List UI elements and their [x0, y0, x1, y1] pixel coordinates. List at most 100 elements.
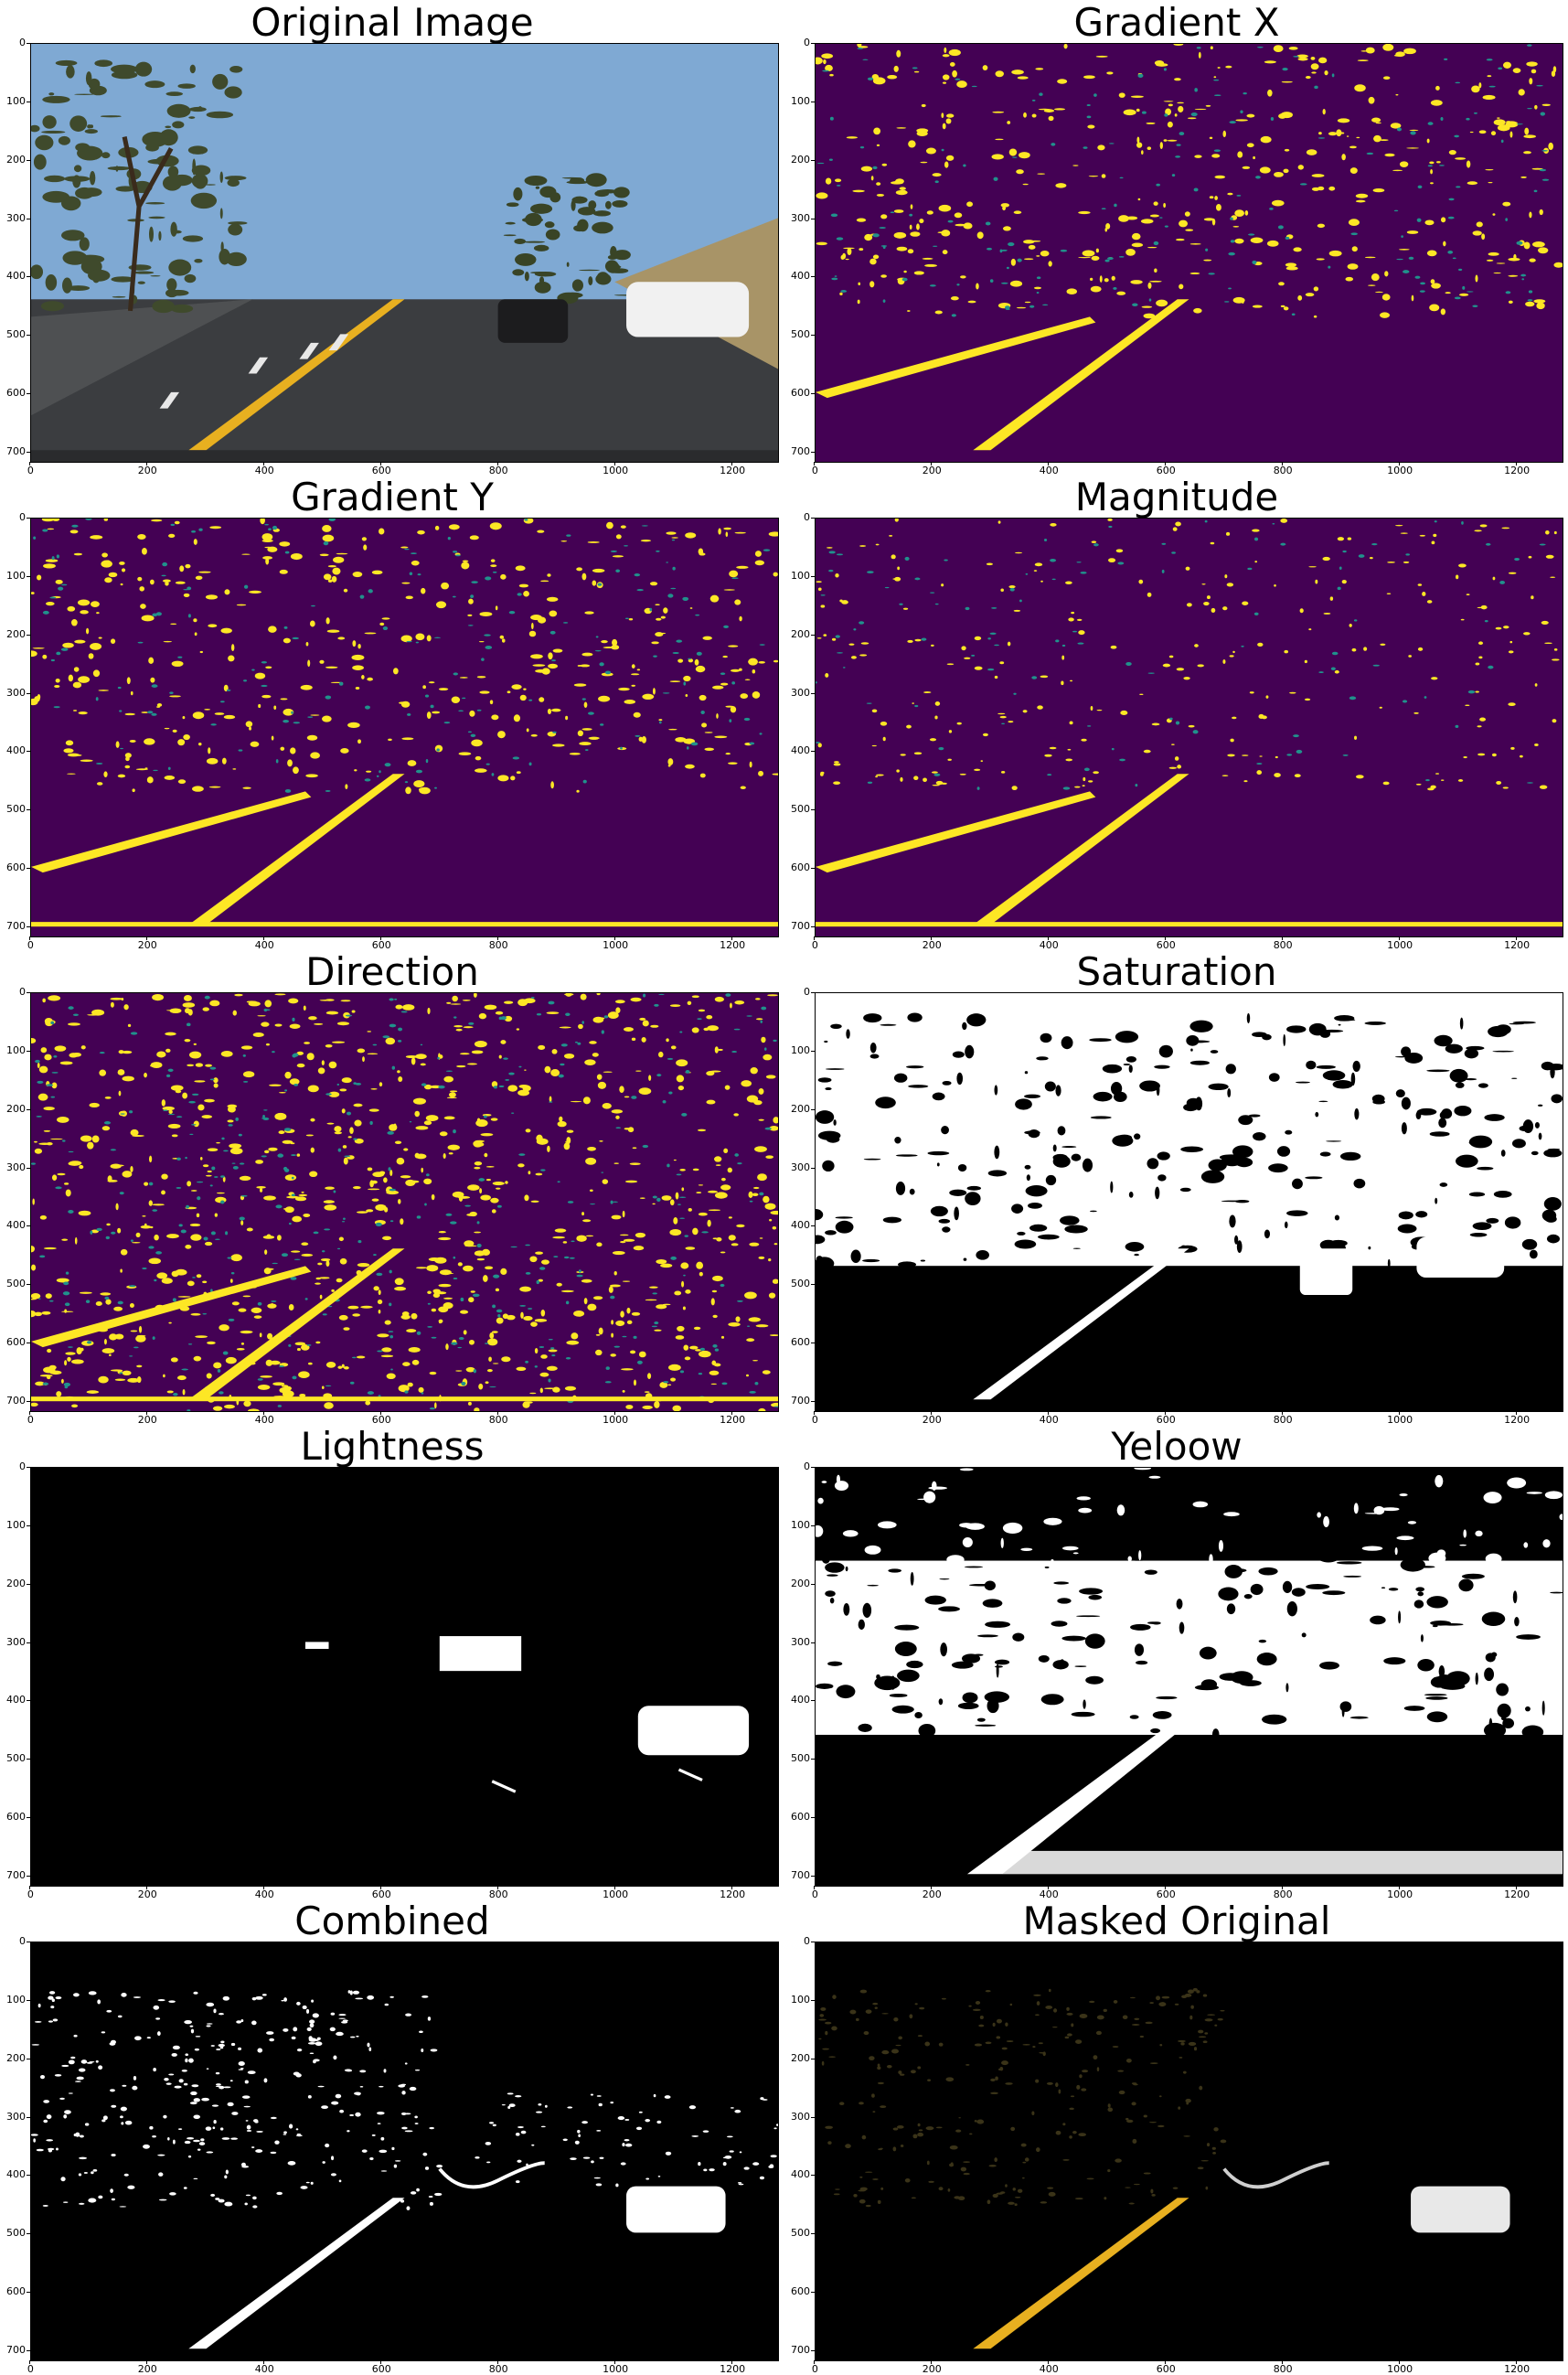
unsaturated-blob — [1179, 1187, 1191, 1193]
foliage-edge — [75, 2081, 81, 2082]
edge-pixel-mid — [147, 711, 154, 714]
edge-pixel-mid — [651, 1325, 657, 1328]
unsaturated-blob — [1546, 1234, 1561, 1244]
dim-foliage — [895, 2044, 901, 2047]
dim-foliage — [1220, 2009, 1225, 2012]
panel-title: Gradient Y — [291, 475, 494, 519]
x-tick-label: 200 — [129, 2360, 165, 2375]
edge-pixel-mid — [61, 583, 68, 586]
edge-pixel — [860, 642, 869, 645]
edge-pixel — [103, 771, 108, 777]
x-tick-label: 600 — [1147, 1411, 1184, 1426]
edge-pixel — [1242, 166, 1251, 169]
edge-pixel — [1009, 280, 1023, 287]
dim-foliage — [877, 2199, 881, 2204]
edge-pixel — [563, 1053, 575, 1059]
edge-pixel — [655, 632, 664, 637]
white-lane-dash — [328, 334, 349, 351]
edge-pixel — [755, 1324, 769, 1328]
edge-pixel — [577, 730, 584, 737]
edge-pixel — [412, 1097, 426, 1105]
edge-pixel — [1147, 282, 1152, 289]
edge-pixel — [87, 1014, 100, 1016]
edge-pixel — [394, 1286, 407, 1291]
edge-pixel — [328, 1091, 340, 1097]
image-axes — [815, 43, 1563, 463]
edge-pixel — [375, 1204, 387, 1211]
edge-pixel — [274, 993, 286, 996]
edge-pixel — [1329, 596, 1334, 601]
edge-pixel — [150, 677, 155, 683]
edge-pixel — [1165, 108, 1172, 116]
foliage-edge — [638, 2111, 643, 2113]
foliage-edge — [177, 2128, 183, 2131]
edge-pixel — [510, 776, 516, 781]
dim-foliage — [853, 2193, 858, 2198]
edge-pixel — [1310, 56, 1316, 60]
edge-pixel — [434, 1402, 437, 1409]
x-tick-label: 1000 — [1381, 936, 1418, 951]
edge-pixel — [265, 1043, 270, 1046]
foliage-edge — [181, 2069, 187, 2072]
edge-pixel — [949, 61, 955, 67]
edge-pixel — [685, 532, 697, 539]
edge-pixel — [309, 620, 315, 627]
edge-pixel — [1297, 165, 1304, 170]
edge-pixel-mid — [1083, 146, 1088, 149]
foliage-edge — [195, 2036, 201, 2038]
edge-pixel — [1069, 721, 1073, 725]
edge-pixel — [660, 632, 667, 635]
edge-pixel — [299, 1393, 306, 1397]
edge-pixel — [736, 1224, 745, 1228]
foliage-edge — [276, 2191, 283, 2196]
y-tick-label: 700 — [0, 2344, 30, 2356]
unsaturated-blob — [1368, 1246, 1371, 1250]
edge-pixel — [1364, 256, 1376, 259]
dim-foliage — [1035, 2014, 1040, 2017]
x-tick-label: 1200 — [714, 1411, 751, 1426]
foliage-edge — [401, 2091, 406, 2095]
foliage-edge — [251, 2020, 257, 2026]
edge-pixel-mid — [129, 1285, 136, 1288]
edge-pixel — [389, 1170, 393, 1177]
tree-foliage — [100, 115, 122, 118]
edge-pixel-mid — [293, 1258, 301, 1260]
edge-pixel — [500, 573, 507, 580]
unsaturated-blob — [930, 1205, 948, 1217]
edge-pixel — [1346, 135, 1349, 137]
non-yellow-blob — [1282, 1580, 1293, 1593]
edge-pixel-mid — [264, 523, 269, 526]
edge-pixel — [714, 1046, 719, 1054]
edge-pixel — [1406, 230, 1419, 234]
edge-pixel-mid — [243, 584, 249, 589]
edge-pixel — [110, 1001, 114, 1008]
x-tick-label: 400 — [1030, 2360, 1067, 2375]
edge-pixel-mid — [867, 77, 874, 80]
edge-pixel-mid — [1516, 241, 1523, 245]
edge-pixel-mid — [387, 1130, 394, 1135]
foliage-edge — [73, 2034, 78, 2038]
tree-foliage — [188, 106, 207, 112]
foliage-edge — [729, 2150, 734, 2153]
edge-pixel — [114, 1378, 126, 1381]
edge-pixel-mid — [1527, 299, 1533, 302]
edge-pixel-mid — [425, 759, 429, 764]
edge-pixel — [474, 1166, 481, 1170]
edge-pixel — [880, 274, 887, 278]
non-yellow-blob — [1250, 1583, 1264, 1596]
edge-pixel — [681, 1280, 685, 1288]
non-yellow-blob — [1202, 1499, 1221, 1512]
edge-pixel — [906, 724, 912, 729]
edge-pixel — [31, 592, 35, 595]
edge-pixel — [321, 1385, 325, 1389]
edge-pixel — [78, 711, 88, 715]
non-yellow-blob — [825, 1562, 845, 1573]
tree-foliage — [152, 299, 176, 314]
edge-pixel-mid — [176, 1186, 182, 1189]
edge-pixel — [631, 1311, 641, 1316]
edge-pixel — [1488, 251, 1499, 256]
edge-pixel — [273, 705, 277, 710]
edge-pixel — [243, 1400, 251, 1407]
edge-pixel — [550, 1069, 560, 1077]
edge-pixel — [669, 680, 681, 682]
